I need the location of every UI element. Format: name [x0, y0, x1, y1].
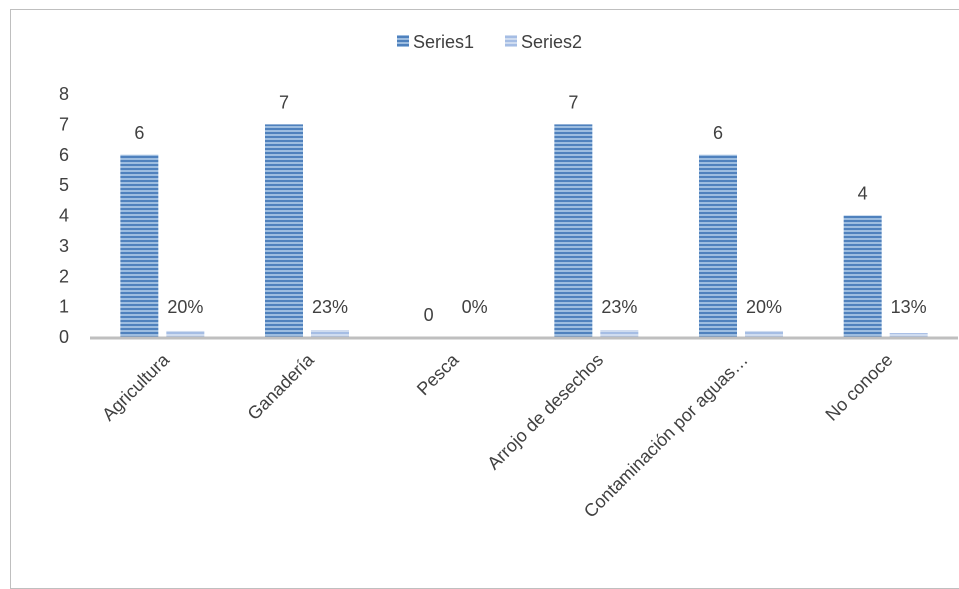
bars [120, 124, 928, 337]
series2-bar [889, 333, 928, 337]
series1-bar [843, 215, 882, 337]
y-tick-label: 0 [59, 327, 69, 347]
series1-data-label: 7 [279, 92, 289, 112]
series1-data-label: 6 [134, 123, 144, 143]
x-category-label: No conoce [821, 350, 896, 425]
y-axis: 0 1 2 3 4 5 6 7 8 [59, 84, 69, 347]
series1-bar [120, 154, 159, 337]
series1-data-label: 6 [713, 123, 723, 143]
y-tick-label: 3 [59, 236, 69, 256]
legend-label: Series2 [521, 32, 582, 52]
series2-bar [600, 330, 639, 337]
chart-frame [10, 9, 959, 589]
series2-bar [166, 330, 205, 337]
x-category-label: Agricultura [98, 349, 174, 425]
x-category-label: Arrojo de desechos [483, 350, 607, 474]
series2-data-label: 0% [462, 297, 488, 317]
series1-bar [699, 154, 737, 337]
series1-data-label: 0 [424, 305, 434, 325]
series2-data-label: 13% [891, 297, 927, 317]
series2-data-label: 20% [167, 297, 203, 317]
series2-bar [745, 330, 783, 337]
legend-swatch-series2 [505, 35, 517, 47]
series1-data-label: 4 [858, 184, 868, 204]
y-tick-label: 7 [59, 114, 69, 134]
y-tick-label: 1 [59, 297, 69, 317]
y-tick-label: 5 [59, 175, 69, 195]
legend-swatch-series1 [397, 35, 409, 47]
y-tick-label: 6 [59, 145, 69, 165]
series2-data-label: 20% [746, 297, 782, 317]
x-category-label: Contaminación por aguas… [580, 350, 752, 522]
data-labels: 6 20% 7 23% 0 0% 7 23% 6 20% 4 13% [134, 92, 926, 325]
series2-bar [311, 330, 349, 337]
series1-bar [265, 124, 303, 337]
y-tick-label: 8 [59, 84, 69, 104]
series1-data-label: 7 [568, 92, 578, 112]
x-category-label: Ganadería [244, 349, 319, 424]
series2-data-label: 23% [601, 297, 637, 317]
series1-bar [554, 124, 593, 337]
legend-label: Series1 [413, 32, 474, 52]
y-tick-label: 4 [59, 206, 69, 226]
y-tick-label: 2 [59, 266, 69, 286]
x-category-label: Pesca [413, 349, 463, 399]
x-axis: Agricultura Ganadería Pesca Arrojo de desec… [90, 336, 958, 522]
series2-data-label: 23% [312, 297, 348, 317]
legend: Series1 Series2 [397, 32, 582, 52]
